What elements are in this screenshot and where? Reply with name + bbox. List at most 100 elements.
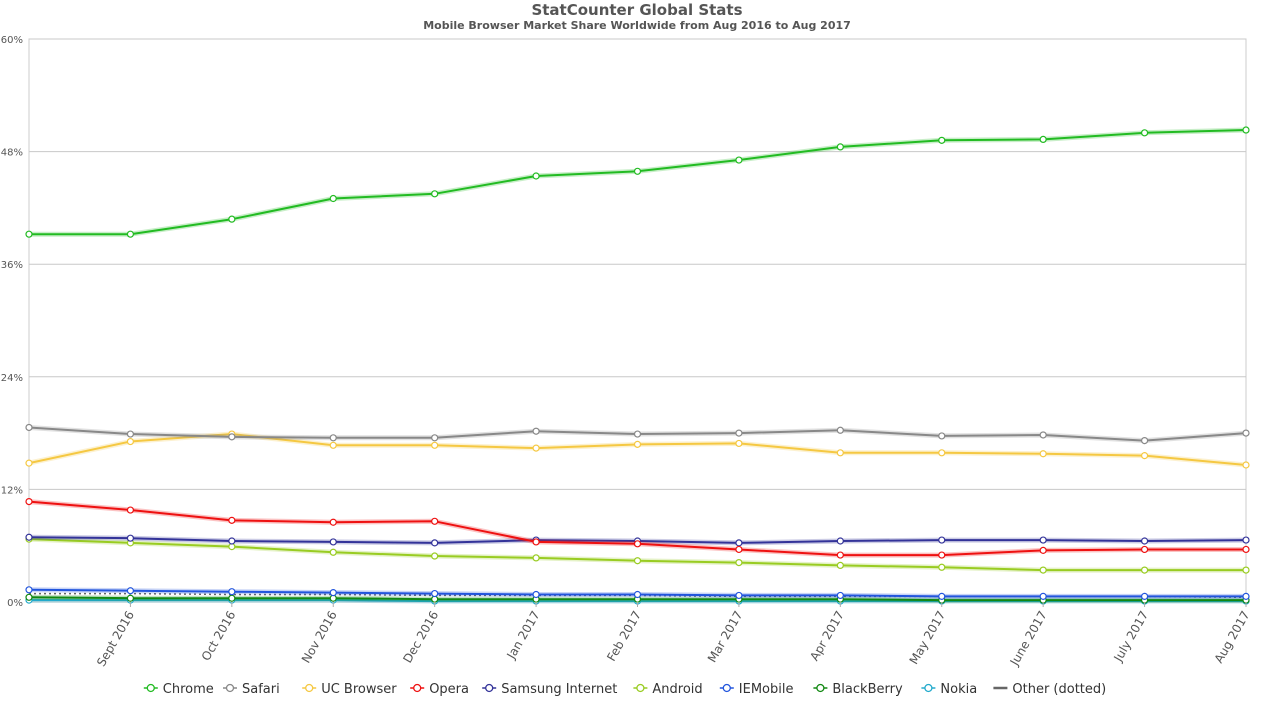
data-point: [25, 497, 33, 506]
legend-item[interactable]: Samsung Internet: [482, 682, 617, 697]
y-tick-label: 36%: [1, 260, 23, 271]
data-point: [329, 518, 337, 526]
data-point: [126, 430, 135, 438]
data-point: [836, 551, 844, 559]
x-tick-label: June 2017: [1007, 609, 1050, 669]
data-point: [228, 588, 236, 596]
legend-item[interactable]: BlackBerry: [813, 682, 903, 697]
data-point: [329, 434, 337, 442]
data-point: [836, 426, 844, 434]
legend-swatch: [722, 683, 731, 693]
series-line: [29, 129, 1247, 236]
data-point: [25, 593, 33, 601]
legend-item[interactable]: Opera: [410, 682, 469, 697]
data-point: [836, 449, 844, 457]
y-tick-label: 24%: [1, 373, 23, 384]
series-glow: [29, 127, 1247, 237]
data-point: [532, 444, 540, 452]
data-point: [126, 230, 135, 238]
legend-item[interactable]: IEMobile: [719, 682, 794, 697]
legend-swatch: [485, 683, 494, 693]
data-point: [938, 536, 946, 544]
series-safari: [25, 423, 1250, 445]
series-opera: [25, 497, 1250, 559]
data-point: [228, 215, 236, 223]
data-point: [735, 429, 743, 437]
x-tick-label: May 2017: [907, 609, 949, 667]
x-tick-label: Jan 2017: [504, 609, 543, 663]
data-point: [735, 439, 743, 448]
y-tick-label: 0%: [7, 598, 23, 609]
legend-swatch: [924, 683, 933, 693]
legend-item[interactable]: Chrome: [143, 682, 214, 697]
data-point: [329, 194, 337, 203]
data-point: [25, 533, 33, 541]
data-point: [532, 590, 540, 599]
data-point: [126, 437, 135, 446]
legend-item[interactable]: UC Browser: [302, 682, 397, 697]
legend-label: IEMobile: [739, 682, 794, 697]
legend-label: Chrome: [163, 682, 214, 697]
x-tick-label: Apr 2017: [807, 609, 847, 664]
data-point: [431, 552, 439, 560]
data-point: [431, 517, 439, 525]
legend-swatch: [413, 683, 422, 693]
data-point: [633, 440, 642, 448]
legend: Chrome Safari UC Browser Opera Samsung Inter…: [143, 682, 1106, 697]
data-point: [1039, 431, 1047, 439]
data-point: [1039, 450, 1047, 458]
legend-label: Safari: [242, 682, 280, 697]
data-point: [938, 592, 946, 600]
data-point: [431, 539, 439, 547]
data-point: [329, 589, 337, 597]
data-point: [431, 589, 439, 598]
legend-label: Other (dotted): [1012, 682, 1106, 697]
data-point: [938, 432, 946, 440]
data-point: [735, 156, 743, 164]
legend-swatch: [305, 683, 314, 693]
data-point: [431, 434, 439, 442]
x-tick-label: Nov 2016: [299, 609, 340, 666]
data-point: [633, 430, 642, 438]
plot-area: [25, 126, 1250, 605]
data-point: [1242, 126, 1250, 134]
data-point: [126, 594, 135, 602]
data-point: [126, 587, 135, 595]
data-point: [836, 561, 844, 570]
legend-swatch: [146, 683, 155, 693]
data-point: [1242, 592, 1250, 600]
data-point: [938, 551, 946, 559]
y-tick-label: 48%: [1, 148, 23, 159]
data-point: [1039, 546, 1047, 554]
data-point: [1242, 429, 1250, 437]
data-point: [633, 557, 642, 565]
x-tick-label: Sept 2016: [94, 609, 137, 669]
legend-swatch: [225, 683, 235, 693]
data-point: [228, 537, 236, 545]
data-point: [1039, 536, 1047, 544]
data-point: [735, 539, 743, 547]
data-point: [633, 590, 642, 599]
data-point: [329, 548, 337, 556]
chart-subtitle: Mobile Browser Market Share Worldwide fr…: [423, 19, 851, 32]
series-iemobile: [25, 586, 1250, 600]
data-point: [329, 441, 337, 449]
legend-item[interactable]: Safari: [223, 682, 280, 697]
legend-item[interactable]: Android: [633, 682, 703, 697]
data-point: [1140, 545, 1149, 554]
y-tick-label: 60%: [1, 35, 23, 46]
chart-title: StatCounter Global Stats: [531, 1, 742, 19]
data-point: [633, 167, 642, 175]
legend-item[interactable]: Nokia: [921, 682, 977, 697]
y-tick-label: 12%: [1, 485, 23, 496]
data-point: [633, 540, 642, 548]
legend-label: Samsung Internet: [501, 682, 617, 697]
data-point: [532, 554, 540, 562]
x-tick-label: July 2017: [1111, 609, 1152, 665]
legend-item[interactable]: Other (dotted): [993, 682, 1106, 697]
series-blackberry: [25, 593, 1250, 604]
legend-label: Nokia: [940, 682, 977, 697]
data-point: [735, 591, 743, 600]
data-point: [735, 558, 743, 567]
